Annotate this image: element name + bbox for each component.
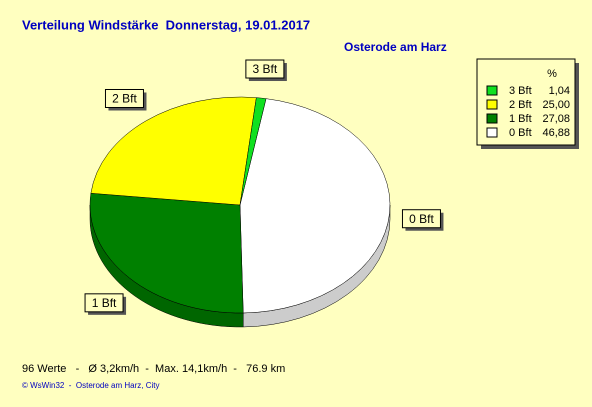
- slice-label-box: [84, 293, 124, 313]
- slice-label-box: [104, 88, 144, 108]
- legend-label: 3 Bft: [509, 85, 532, 97]
- legend-swatch: [486, 113, 498, 124]
- chart-subtitle: Osterode am Harz: [344, 40, 447, 54]
- pie-slice: [239, 97, 267, 206]
- legend-swatch: [486, 99, 498, 110]
- slice-label: 0 Bft: [409, 212, 434, 226]
- legend-title: %: [547, 68, 557, 80]
- footer-stats: 96 Werte - Ø 3,2km/h - Max. 14,1km/h - 7…: [22, 363, 285, 375]
- slice-label-box: [401, 209, 441, 229]
- slice-label: 1 Bft: [92, 296, 117, 310]
- legend-swatch: [486, 127, 498, 138]
- legend-label: 0 Bft: [509, 127, 532, 139]
- legend-swatch: [486, 85, 498, 96]
- chart-title: Verteilung Windstärke Donnerstag, 19.01.…: [22, 17, 310, 32]
- slice-label-box: [245, 59, 285, 79]
- pie-slice: [90, 96, 257, 206]
- legend-value: 1,04: [549, 85, 570, 97]
- slice-label: 2 Bft: [112, 92, 137, 106]
- pie-slice: [89, 192, 244, 314]
- slice-label: 3 Bft: [253, 62, 278, 76]
- legend-value: 46,88: [542, 127, 570, 139]
- footer-credit: © WsWin32 - Osterode am Harz, City: [22, 381, 159, 390]
- legend-value: 25,00: [542, 99, 570, 111]
- legend-value: 27,08: [542, 113, 570, 125]
- legend-label: 1 Bft: [509, 113, 532, 125]
- legend-label: 2 Bft: [509, 99, 532, 111]
- pie-slice: [239, 98, 391, 314]
